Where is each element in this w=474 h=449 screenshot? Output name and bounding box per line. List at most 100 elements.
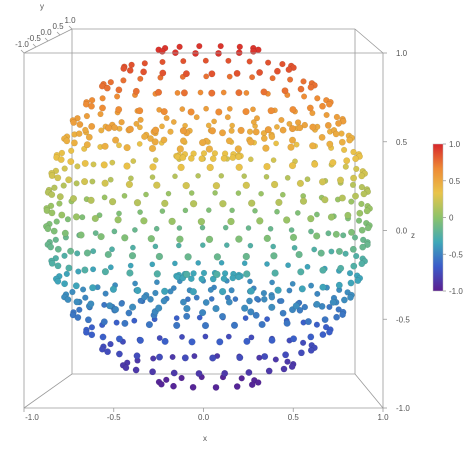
data-point [247,278,253,285]
data-point [279,191,286,198]
data-point [292,302,300,310]
data-point [54,262,62,270]
data-point [243,89,250,96]
data-point [96,212,103,219]
data-point [229,207,235,214]
x-tick-label: -1.0 [25,413,39,422]
y-tick-mark [32,43,37,48]
data-point [159,58,166,66]
data-point [359,243,367,251]
data-point [208,296,215,302]
data-point [290,335,298,343]
data-point [325,100,333,108]
data-point [235,153,242,161]
data-point [314,290,321,297]
data-point [183,270,191,279]
data-point [132,280,139,287]
data-point [213,253,222,261]
data-point [337,264,345,272]
data-point [217,42,224,50]
data-point [264,316,271,323]
data-point [115,350,123,358]
colorbar-tick-label: -0.5 [449,250,463,259]
data-point [279,60,286,68]
data-point [147,235,155,243]
data-point [179,137,187,145]
data-point [57,156,65,164]
data-point [151,126,160,134]
data-point [287,76,294,83]
data-point [212,384,220,391]
colorbar-tick-label: 0.5 [449,177,461,186]
data-point [136,141,143,147]
data-point [177,163,185,172]
data-point [189,288,197,296]
data-point [341,146,348,153]
data-point [50,227,58,235]
data-point [336,176,345,184]
data-point [107,176,114,183]
data-point [208,89,216,97]
data-point [287,143,295,151]
data-point [347,294,354,301]
data-point [192,50,199,57]
data-point [118,119,125,126]
data-point [288,161,297,170]
data-point [132,227,138,233]
data-point [309,123,317,131]
data-point [264,261,270,267]
data-point [338,130,345,137]
data-point [153,181,161,189]
data-point [88,122,96,130]
data-point [163,376,170,383]
data-point [180,89,188,97]
data-point [230,321,239,329]
data-point [197,89,204,96]
data-point [304,176,311,183]
data-point [56,200,63,207]
data-point [182,207,189,214]
data-point [82,329,90,336]
data-point [332,230,340,238]
data-point [108,198,117,206]
data-point [228,127,235,134]
data-point [273,140,279,147]
data-point [101,268,110,276]
data-point [225,333,232,340]
data-point [198,308,207,317]
data-point [130,158,137,164]
z-axis-label: z [411,231,415,240]
data-point [288,125,297,133]
data-point [307,333,315,341]
data-point [294,210,301,216]
data-point [53,218,60,225]
data-point [99,95,106,102]
data-point [301,303,309,311]
data-point [229,154,237,162]
data-point [112,305,120,314]
data-point [101,142,109,150]
data-point [90,161,97,168]
data-point [248,381,256,389]
data-point [319,102,326,110]
data-point [363,207,371,215]
data-point [313,211,320,218]
data-point [89,178,96,185]
data-point [267,225,274,232]
data-point [222,224,229,231]
data-point [288,136,297,144]
data-point [304,318,312,326]
x-tick-label: -0.5 [107,413,121,422]
axis-ticks: -1.0 -0.5 0.0 0.5 1.0x-1.0-0.50.00.51.0y-1.0… [15,2,415,443]
data-point [109,285,118,293]
data-point [137,116,144,123]
data-point [68,147,75,154]
data-point [274,208,280,215]
data-point [81,159,89,167]
data-point [115,335,123,343]
data-point [358,172,366,180]
data-point [224,114,231,121]
data-point [262,144,270,152]
data-point [296,179,305,188]
data-point [149,261,156,268]
